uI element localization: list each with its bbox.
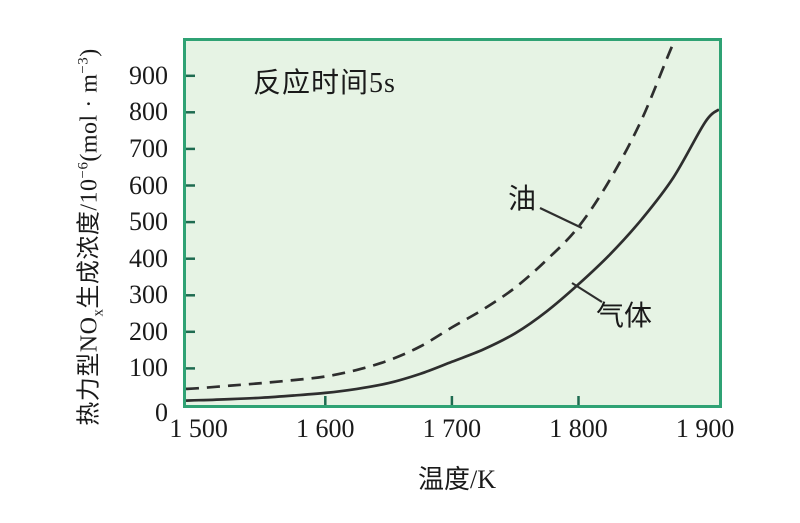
y-title-text: ) [76, 48, 103, 57]
reaction-time-annotation: 反应时间5s [253, 68, 396, 99]
y-axis-ticks [186, 74, 195, 370]
y-title-superscript: −3 [75, 56, 92, 74]
y-title-superscript: −6 [75, 161, 92, 179]
y-tick-label: 100 [129, 353, 168, 383]
y-tick-label: 500 [129, 207, 168, 237]
plot-canvas [186, 41, 719, 405]
x-tick-label: 1 600 [296, 414, 355, 443]
y-tick-label: 800 [129, 97, 168, 127]
x-tick-label: 1 800 [549, 414, 608, 443]
y-tick-label: 300 [129, 280, 168, 310]
gas-label-leader-line [571, 282, 603, 303]
y-tick-label: 0 [155, 398, 168, 427]
x-axis-title: 温度/K [417, 465, 496, 494]
y-tick-label: 400 [129, 243, 168, 273]
x-axis-ticks [324, 396, 580, 405]
x-tick-label: 1 700 [422, 414, 482, 443]
y-tick-label: 600 [129, 170, 168, 200]
y-title-text: (mol · m [76, 73, 103, 162]
oil-label-leader-line [539, 207, 583, 229]
x-tick-label: 1 500 [169, 414, 228, 443]
y-tick-label: 700 [129, 133, 168, 163]
x-tick-label: 1 900 [675, 414, 735, 443]
oil-curve-label: 油 [508, 184, 537, 215]
y-title-text: 生成浓度/10 [76, 178, 103, 309]
y-title-text: 热力型NO [76, 316, 103, 426]
oil-curve [186, 41, 676, 391]
y-tick-label: 900 [129, 60, 168, 90]
y-tick-label: 200 [129, 316, 168, 346]
gas-curve [186, 108, 719, 402]
y-title-subscript: x [90, 308, 107, 317]
gas-curve-label: 气体 [596, 301, 653, 332]
plot-area [183, 38, 722, 408]
y-axis-title: 热力型NOx生成浓度/10−6(mol · m−3) [69, 48, 108, 425]
